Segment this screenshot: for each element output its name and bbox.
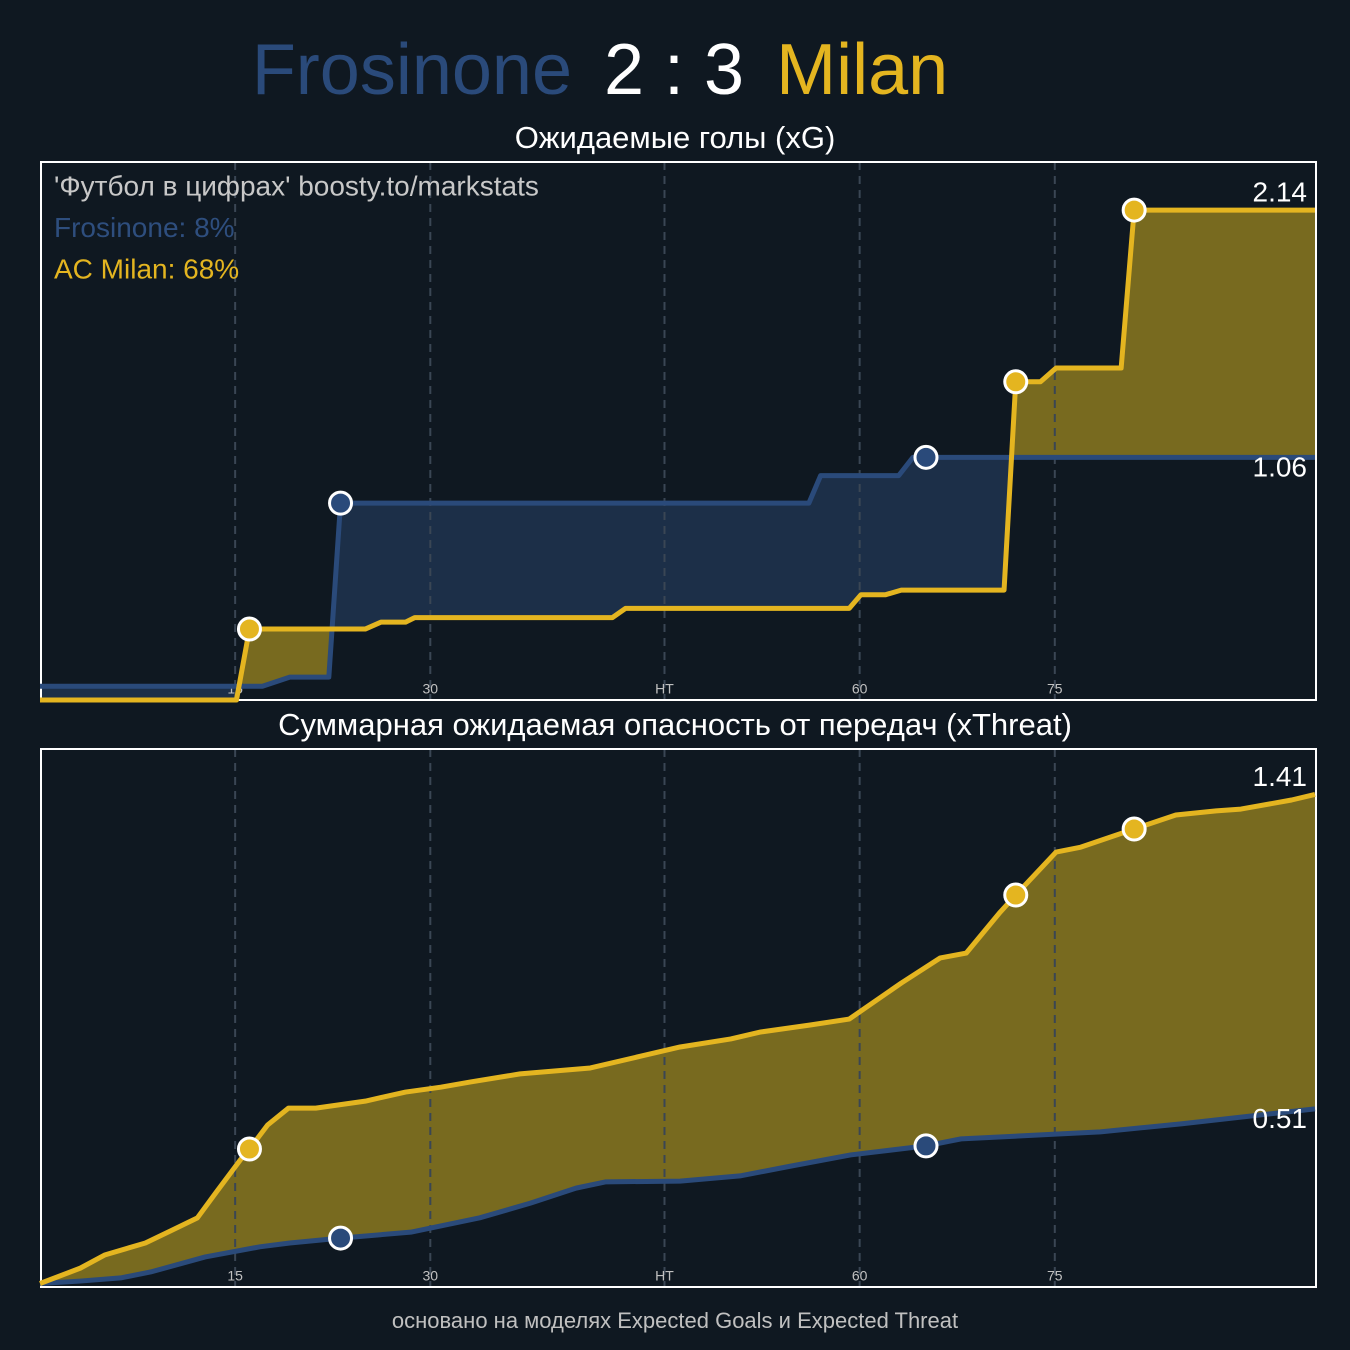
- goal-marker: [328, 490, 354, 516]
- x-tick-label: 75: [1047, 1268, 1063, 1284]
- footer: основано на моделях Expected Goals и Exp…: [392, 1308, 958, 1333]
- x-tick-label: HT: [655, 1268, 674, 1284]
- x-tick-label: 60: [852, 681, 868, 697]
- goal-marker: [1003, 882, 1029, 908]
- header: Frosinone 2 : 3 Milan: [0, 24, 1200, 116]
- end-label: 0.51: [1253, 1103, 1308, 1134]
- frame: [40, 161, 1317, 701]
- annotation: AC Milan: 68%: [54, 253, 239, 284]
- x-tick-label: 75: [1047, 681, 1063, 697]
- x-tick-label: 30: [423, 1268, 439, 1284]
- goal-marker: [236, 616, 262, 642]
- series-line: [39, 1106, 1316, 1287]
- series-line: [39, 791, 1316, 1286]
- goal-marker: [1003, 369, 1029, 395]
- goal-marker: [913, 1133, 939, 1159]
- end-label: 1.06: [1253, 452, 1308, 483]
- x-tick-label: 60: [852, 1268, 868, 1284]
- chart-title: Суммарная ожидаемая опасность от передач…: [278, 707, 1072, 742]
- x-tick-label: 15: [227, 1268, 243, 1284]
- end-label: 1.41: [1253, 761, 1308, 792]
- area: [40, 794, 1315, 1287]
- series-line: [40, 207, 1315, 703]
- x-tick-label: 30: [423, 681, 439, 697]
- x-tick-label: HT: [655, 681, 674, 697]
- goal-marker: [1121, 197, 1147, 223]
- goal-marker: [236, 1136, 262, 1162]
- goal-marker: [328, 1225, 354, 1251]
- end-label: 2.14: [1253, 176, 1308, 207]
- goal-marker: [1121, 816, 1147, 842]
- chart-title: Ожидаемые голы (xG): [515, 120, 836, 155]
- goal-marker: [913, 444, 939, 470]
- away-team: Milan: [776, 30, 949, 110]
- annotation: 'Футбол в цифрах' boosty.to/markstats: [54, 170, 539, 201]
- annotation: Frosinone: 8%: [54, 212, 235, 243]
- frame: [40, 748, 1317, 1288]
- home-team: Frosinone: [251, 30, 572, 110]
- score: 2 : 3: [604, 30, 745, 110]
